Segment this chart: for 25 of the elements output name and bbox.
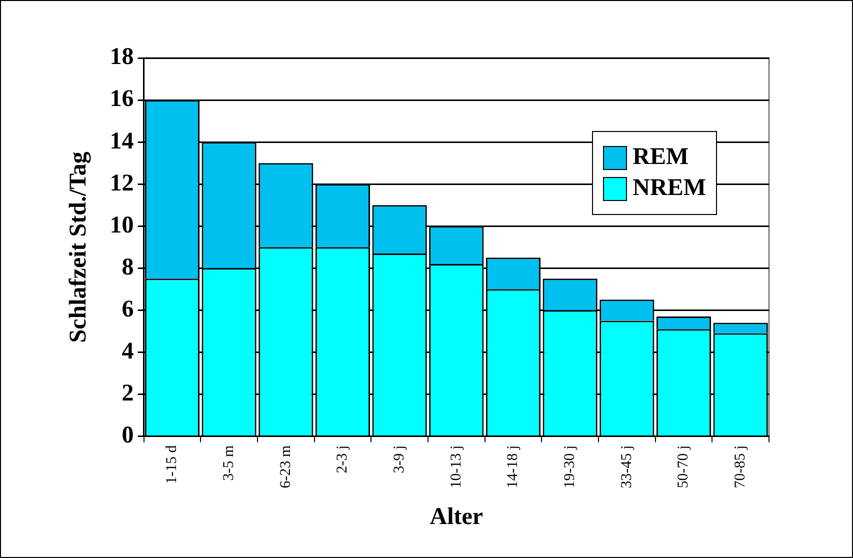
legend-label: NREM bbox=[632, 175, 706, 202]
x-tick-label: 3-5 m bbox=[220, 444, 237, 481]
y-tick-label: 2 bbox=[122, 380, 134, 406]
x-tick-label: 6-23 m bbox=[278, 444, 294, 488]
x-tick-label: 70-85 j bbox=[732, 445, 749, 488]
y-axis-title: Schlafzeit Std./Tag bbox=[66, 152, 92, 343]
x-tick-label: 1-15 d bbox=[164, 444, 180, 484]
x-tick-label: 10-13 j bbox=[448, 445, 464, 488]
y-tick-label: 4 bbox=[122, 338, 134, 364]
legend-label: REM bbox=[632, 144, 689, 171]
y-tick-label: 18 bbox=[110, 44, 134, 70]
x-tick-label: 19-30 j bbox=[562, 445, 578, 488]
x-tick-label: 14-18 j bbox=[505, 445, 522, 488]
y-tick-label: 8 bbox=[122, 254, 134, 280]
x-axis-title: Alter bbox=[430, 504, 484, 530]
y-tick-label: 16 bbox=[110, 86, 134, 112]
x-tick-label: 2-3 j bbox=[334, 445, 351, 474]
x-tick-label: 3-9 j bbox=[392, 445, 408, 474]
x-tick-label: 33-45 j bbox=[618, 445, 635, 488]
y-tick-label: 0 bbox=[122, 422, 134, 448]
y-tick-label: 6 bbox=[122, 296, 134, 322]
y-tick-label: 10 bbox=[110, 212, 134, 238]
y-tick-label: 12 bbox=[110, 170, 134, 196]
x-tick-label: 50-70 j bbox=[676, 445, 692, 488]
y-tick-label: 14 bbox=[110, 128, 134, 154]
